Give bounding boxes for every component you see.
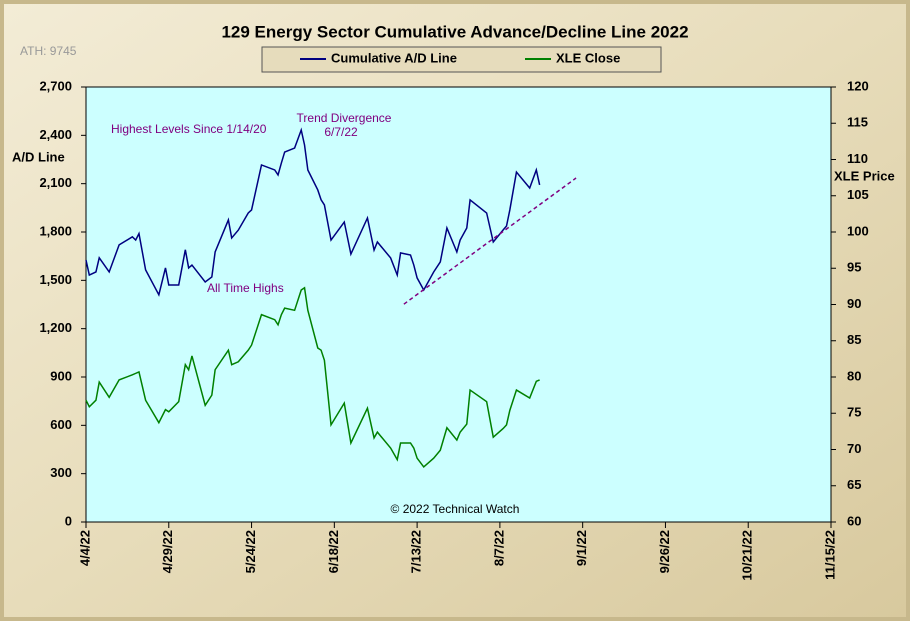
y2-tick-label: 100 [847,223,869,238]
x-tick-label: 9/26/22 [657,530,672,573]
trend-line [403,177,577,305]
y-tick-label: 1,200 [39,320,72,335]
x-tick-label: 5/24/22 [243,530,258,573]
y-tick-label: 1,500 [39,272,72,287]
x-tick-label: 8/7/22 [491,530,506,566]
annotation: All Time Highs [207,281,284,295]
y-tick-label: 600 [50,417,72,432]
x-tick-label: 7/13/22 [409,530,424,573]
y-tick-label: 2,100 [39,175,72,190]
x-tick-label: 10/21/22 [740,530,755,581]
x-tick-label: 4/29/22 [160,530,175,573]
y-tick-label: 0 [65,513,72,528]
y2-tick-label: 75 [847,405,861,420]
series-line [85,286,540,468]
y-tick-label: 1,800 [39,223,72,238]
y2-tick-label: 60 [847,513,861,528]
y2-tick-label: 85 [847,332,861,347]
y2-tick-label: 70 [847,441,861,456]
x-tick-label: 9/1/22 [574,530,589,566]
annotation: 6/7/22 [324,125,358,139]
x-tick-label: 11/15/22 [822,530,837,580]
y2-axis-label: XLE Price [834,168,895,183]
plot-area [85,86,832,523]
watermark: ATH: 9745 [20,44,77,58]
y-tick-label: 300 [50,465,72,480]
chart-title: 129 Energy Sector Cumulative Advance/Dec… [221,22,688,41]
legend-label: Cumulative A/D Line [331,50,457,65]
annotation: Highest Levels Since 1/14/20 [111,122,267,136]
annotation: Trend Divergence [297,111,392,125]
series-line [85,127,541,297]
y2-tick-label: 110 [847,151,868,166]
y2-tick-label: 80 [847,368,861,383]
y2-tick-label: 90 [847,296,861,311]
legend [261,46,662,73]
x-tick-label: 4/4/22 [77,530,92,566]
y-tick-label: 900 [50,368,72,383]
y2-tick-label: 115 [847,115,868,130]
copyright: © 2022 Technical Watch [391,502,520,516]
y-tick-label: 2,400 [39,127,72,142]
y2-tick-label: 65 [847,477,861,492]
legend-label: XLE Close [556,50,620,65]
y2-tick-label: 105 [847,187,869,202]
y-axis-label: A/D Line [12,149,65,164]
y2-tick-label: 95 [847,260,861,275]
y-tick-label: 2,700 [39,78,72,93]
x-tick-label: 6/18/22 [326,530,341,573]
y2-tick-label: 120 [847,78,869,93]
